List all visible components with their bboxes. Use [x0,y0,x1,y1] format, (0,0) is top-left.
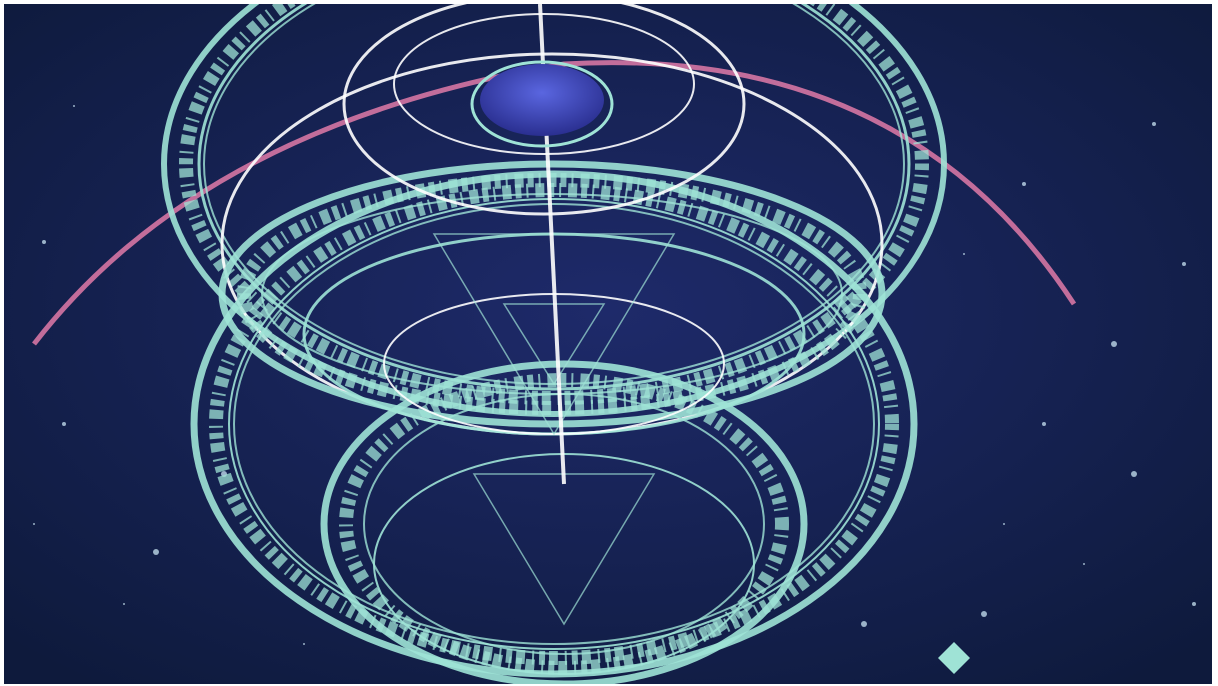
rune-ring-icon [161,4,947,417]
rune-glyph-band [209,183,899,665]
star-icon [963,253,965,255]
rune-ring-icon [342,4,746,216]
star-icon [1003,523,1005,525]
star-icon [153,549,159,555]
star-icon [1131,471,1137,477]
star-icon [1042,422,1046,426]
rune-ring-icon [393,13,695,155]
star-icon [981,611,987,617]
star-icon [1083,563,1085,565]
star-icon [62,422,66,426]
star-icon [1192,602,1196,606]
diamond-gem-icon [938,642,970,674]
magic-circle-scene [4,4,1212,684]
rune-glyph-band [179,4,929,405]
rune-ring-inner-edge [233,203,875,645]
rune-ring-stack [161,4,947,684]
star-icon [42,240,46,244]
core-disc-icon [470,60,614,148]
rune-ring-icon [218,160,886,428]
magic-circle-illustration [4,4,1212,684]
star-icon [1152,122,1156,126]
star-icon [1182,262,1186,266]
geometry-triangle [432,233,676,436]
rune-ring-icon [320,360,808,684]
rune-glyph-band [339,373,789,675]
star-icon [33,523,35,525]
star-icon [123,603,125,605]
rune-ring-inner-edge [363,393,765,655]
star-icon [1022,182,1026,186]
star-icon [1111,341,1117,347]
star-icon [303,643,305,645]
rune-ring-icon [197,4,911,391]
star-icon [73,105,75,107]
rune-ring-icon [228,198,880,650]
star-icon [861,621,867,627]
